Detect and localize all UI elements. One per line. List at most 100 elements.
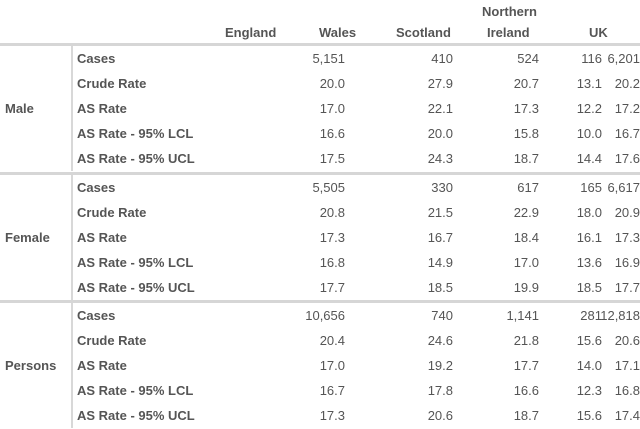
cell-northern-ireland: 13.1 [576, 76, 602, 91]
cell-northern-ireland: 18.0 [576, 205, 602, 220]
cell-wales: 27.9 [427, 76, 453, 91]
row-metric: AS Rate [77, 358, 127, 373]
table-row: Cases 5,505 330 617 165 6,617 [73, 175, 640, 200]
cell-uk: 6,201 [607, 51, 640, 66]
cell-england: 5,505 [312, 180, 345, 195]
cell-england: 20.8 [319, 205, 345, 220]
cell-england: 20.0 [319, 76, 345, 91]
table-row: Cases 5,151 410 524 116 6,201 [73, 46, 640, 71]
column-header-england: England [225, 25, 277, 40]
cell-scotland: 16.6 [513, 383, 539, 398]
table-row: Cases 10,656 740 1,141 281 12,818 [73, 303, 640, 328]
cell-uk: 17.4 [614, 408, 640, 423]
row-metric: AS Rate [77, 230, 127, 245]
cell-northern-ireland: 15.6 [576, 408, 602, 423]
cell-northern-ireland: 14.0 [576, 358, 602, 373]
row-metric: AS Rate [77, 101, 127, 116]
row-metric: AS Rate - 95% UCL [77, 280, 195, 295]
cell-england: 16.6 [319, 126, 345, 141]
cell-scotland: 18.7 [513, 151, 539, 166]
cell-uk: 17.3 [614, 230, 640, 245]
cell-uk: 17.6 [614, 151, 640, 166]
cell-northern-ireland: 12.2 [576, 101, 602, 116]
cell-uk: 16.8 [614, 383, 640, 398]
table-row: Crude Rate 20.8 21.5 22.9 18.0 20.9 [73, 200, 640, 225]
table-row: AS Rate - 95% UCL 17.7 18.5 19.9 18.5 17… [73, 275, 640, 300]
group-vertical-divider [71, 46, 73, 171]
cell-scotland: 17.7 [513, 358, 539, 373]
group-divider [0, 172, 640, 175]
cell-northern-ireland: 10.0 [576, 126, 602, 141]
cell-england: 16.7 [319, 383, 345, 398]
cell-scotland: 20.7 [513, 76, 539, 91]
cell-scotland: 17.3 [513, 101, 539, 116]
row-metric: Cases [77, 180, 116, 195]
cell-wales: 17.8 [427, 383, 453, 398]
cell-england: 17.5 [319, 151, 345, 166]
cell-england: 17.7 [319, 280, 345, 295]
cell-scotland: 15.8 [513, 126, 539, 141]
cell-england: 17.0 [319, 358, 345, 373]
cell-uk: 16.7 [614, 126, 640, 141]
group-vertical-divider [71, 303, 73, 428]
cell-scotland: 18.4 [513, 230, 539, 245]
group-persons: Persons Cases 10,656 740 1,141 281 12,81… [0, 303, 640, 428]
table-row: Crude Rate 20.4 24.6 21.8 15.6 20.6 [73, 328, 640, 353]
group-male: Male Cases 5,151 410 524 116 6,201 Crude… [0, 46, 640, 171]
cell-wales: 330 [431, 180, 453, 195]
cell-scotland: 617 [517, 180, 539, 195]
cell-scotland: 18.7 [513, 408, 539, 423]
cell-uk: 20.9 [614, 205, 640, 220]
cell-northern-ireland: 281 [580, 308, 602, 323]
cell-uk: 20.2 [614, 76, 640, 91]
group-label: Persons [5, 358, 57, 373]
cell-northern-ireland: 16.1 [576, 230, 602, 245]
column-header-scotland: Scotland [396, 25, 451, 40]
cell-uk: 17.2 [614, 101, 640, 116]
row-metric: Cases [77, 308, 116, 323]
cell-wales: 16.7 [427, 230, 453, 245]
table-row: AS Rate - 95% LCL 16.8 14.9 17.0 13.6 16… [73, 250, 640, 275]
cell-wales: 14.9 [427, 255, 453, 270]
cell-uk: 17.7 [614, 280, 640, 295]
table-row: AS Rate 17.0 22.1 17.3 12.2 17.2 [73, 96, 640, 121]
column-header-wales: Wales [319, 25, 357, 40]
cell-wales: 19.2 [427, 358, 453, 373]
row-metric: AS Rate - 95% LCL [77, 383, 194, 398]
cell-uk: 6,617 [607, 180, 640, 195]
row-metric: Crude Rate [77, 205, 147, 220]
column-header-ireland: Ireland [487, 25, 530, 40]
cell-england: 17.3 [319, 230, 345, 245]
cell-uk: 17.1 [614, 358, 640, 373]
row-metric: AS Rate - 95% UCL [77, 408, 195, 423]
group-label: Female [5, 230, 50, 245]
cell-scotland: 524 [517, 51, 539, 66]
row-metric: Crude Rate [77, 76, 147, 91]
cell-wales: 22.1 [427, 101, 453, 116]
cell-wales: 18.5 [427, 280, 453, 295]
column-header-uk: UK [589, 25, 608, 40]
cell-northern-ireland: 13.6 [576, 255, 602, 270]
cell-england: 10,656 [305, 308, 345, 323]
cell-england: 20.4 [319, 333, 345, 348]
cell-wales: 21.5 [427, 205, 453, 220]
table-header: England Wales Scotland Northern Ireland … [0, 0, 640, 44]
group-vertical-divider [71, 175, 73, 300]
cell-northern-ireland: 12.3 [576, 383, 602, 398]
group-divider [0, 300, 640, 303]
row-metric: AS Rate - 95% LCL [77, 126, 194, 141]
cell-northern-ireland: 116 [581, 51, 602, 66]
cell-wales: 20.0 [427, 126, 453, 141]
cell-uk: 12,818 [600, 308, 640, 323]
cell-northern-ireland: 18.5 [576, 280, 602, 295]
table-row: AS Rate 17.0 19.2 17.7 14.0 17.1 [73, 353, 640, 378]
cell-scotland: 22.9 [513, 205, 539, 220]
table-row: AS Rate - 95% UCL 17.3 20.6 18.7 15.6 17… [73, 403, 640, 428]
cell-northern-ireland: 165 [580, 180, 602, 195]
cell-england: 17.0 [319, 101, 345, 116]
table-row: AS Rate - 95% UCL 17.5 24.3 18.7 14.4 17… [73, 146, 640, 171]
table-row: AS Rate - 95% LCL 16.7 17.8 16.6 12.3 16… [73, 378, 640, 403]
cell-england: 5,151 [312, 51, 345, 66]
group-label: Male [5, 101, 34, 116]
cell-england: 16.8 [319, 255, 345, 270]
